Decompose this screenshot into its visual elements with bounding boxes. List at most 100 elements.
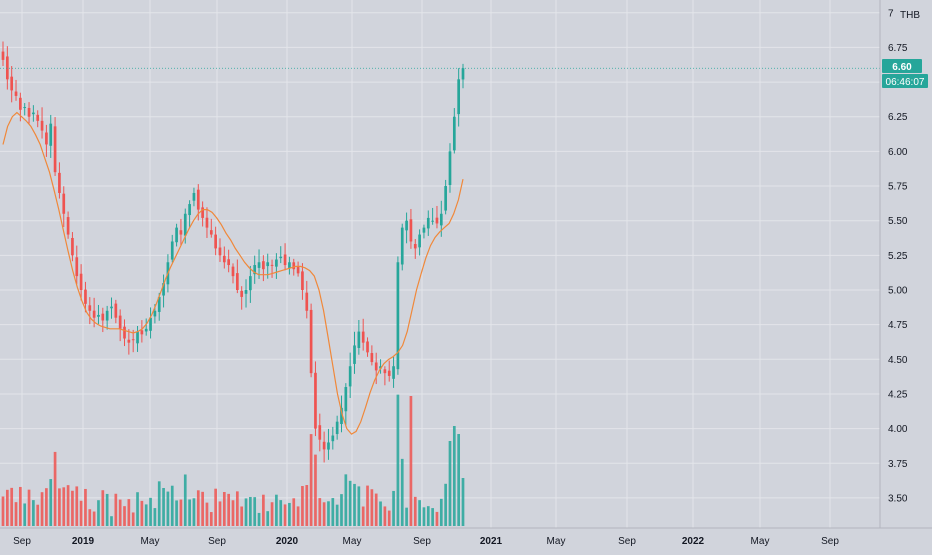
volume-bar (5, 489, 9, 526)
volume-bar (92, 511, 96, 526)
candle (231, 263, 235, 284)
time-tick-label: May (141, 536, 160, 547)
volume-bar (1, 496, 5, 526)
volume-bar (409, 396, 413, 526)
volume-bar (370, 489, 374, 526)
volume-bar (45, 488, 48, 526)
volume-bar (444, 483, 447, 526)
candle (413, 239, 417, 259)
volume-bar (392, 490, 395, 526)
candle (162, 274, 165, 308)
price-tick-label: 4.25 (888, 389, 908, 400)
volume-bar (19, 486, 22, 526)
candles (1, 41, 465, 463)
volume-bar (14, 502, 18, 526)
volume-bar (400, 458, 404, 526)
candle (322, 431, 326, 463)
candle (14, 79, 18, 101)
volume-bar (235, 491, 239, 526)
volume-bar (227, 493, 231, 526)
volume-bar (101, 490, 105, 526)
candle (400, 223, 404, 271)
time-tick-label: May (751, 536, 770, 547)
volume-bar (153, 508, 157, 526)
volume-bar (253, 497, 257, 526)
volume-bar (110, 516, 113, 526)
volume-bar (309, 434, 313, 526)
price-tick-label: 5.25 (888, 251, 908, 262)
candle (62, 186, 66, 227)
candle (431, 207, 434, 225)
volume-bar (275, 494, 278, 526)
candle (192, 187, 196, 207)
countdown-label: 06:46:07 (886, 77, 925, 88)
volume-bar (353, 483, 356, 526)
candle (10, 66, 14, 103)
volume-bar (188, 499, 191, 526)
candle (101, 307, 105, 333)
volume-bar (387, 510, 391, 526)
candle (392, 356, 395, 388)
volume-bar (439, 498, 443, 526)
candle (452, 108, 456, 154)
volume-bar (140, 500, 144, 526)
candle (222, 246, 226, 269)
volume-bar (32, 500, 35, 526)
candle (435, 205, 439, 229)
volume-bar (75, 486, 79, 526)
volume-bar (257, 512, 261, 526)
volume-bar (36, 504, 40, 526)
candle (318, 413, 322, 452)
candle (335, 415, 339, 440)
candle (457, 68, 461, 127)
volume-bar (431, 508, 434, 526)
volume-bar (435, 511, 439, 526)
candle (348, 352, 352, 398)
volume-bar (331, 498, 335, 526)
candle (448, 143, 452, 193)
volume-bar (314, 454, 317, 526)
volume-bar (27, 489, 31, 526)
volume-bar (114, 493, 118, 526)
candle (374, 352, 378, 385)
candle (249, 265, 252, 303)
volume-bar (214, 488, 217, 526)
volume-bar (405, 507, 408, 526)
candle (366, 337, 369, 357)
candle (387, 360, 391, 382)
candle (418, 229, 421, 256)
volume-bar (418, 500, 421, 526)
volume-bar (266, 511, 270, 526)
volume-bar (296, 506, 300, 526)
volume-bar (127, 499, 131, 526)
volume-bar (361, 506, 365, 526)
last-price-label: 6.60 (892, 62, 912, 73)
volume-bar (279, 500, 283, 526)
candle (370, 345, 374, 366)
volume-bar (344, 474, 348, 526)
candle (71, 232, 74, 262)
volume-bar (79, 500, 83, 526)
candle (23, 103, 27, 116)
candle (144, 318, 148, 336)
candle (1, 41, 5, 67)
volume-bar (97, 500, 100, 526)
volume-bar (461, 478, 465, 526)
price-tick-label: 5.00 (888, 285, 908, 296)
candle (84, 281, 87, 313)
candle (240, 286, 244, 310)
price-tick-label: 3.75 (888, 459, 908, 470)
volume-bar (58, 488, 61, 526)
candle (405, 212, 408, 244)
currency-label: THB (900, 10, 920, 21)
volume-bar (40, 492, 44, 526)
moving-average-line (2, 111, 464, 435)
volume-bar (452, 426, 456, 526)
time-tick-label: Sep (13, 536, 31, 547)
candle (379, 359, 382, 374)
volume-bar (426, 506, 430, 526)
candle (58, 162, 61, 199)
volume-bar (374, 493, 378, 526)
